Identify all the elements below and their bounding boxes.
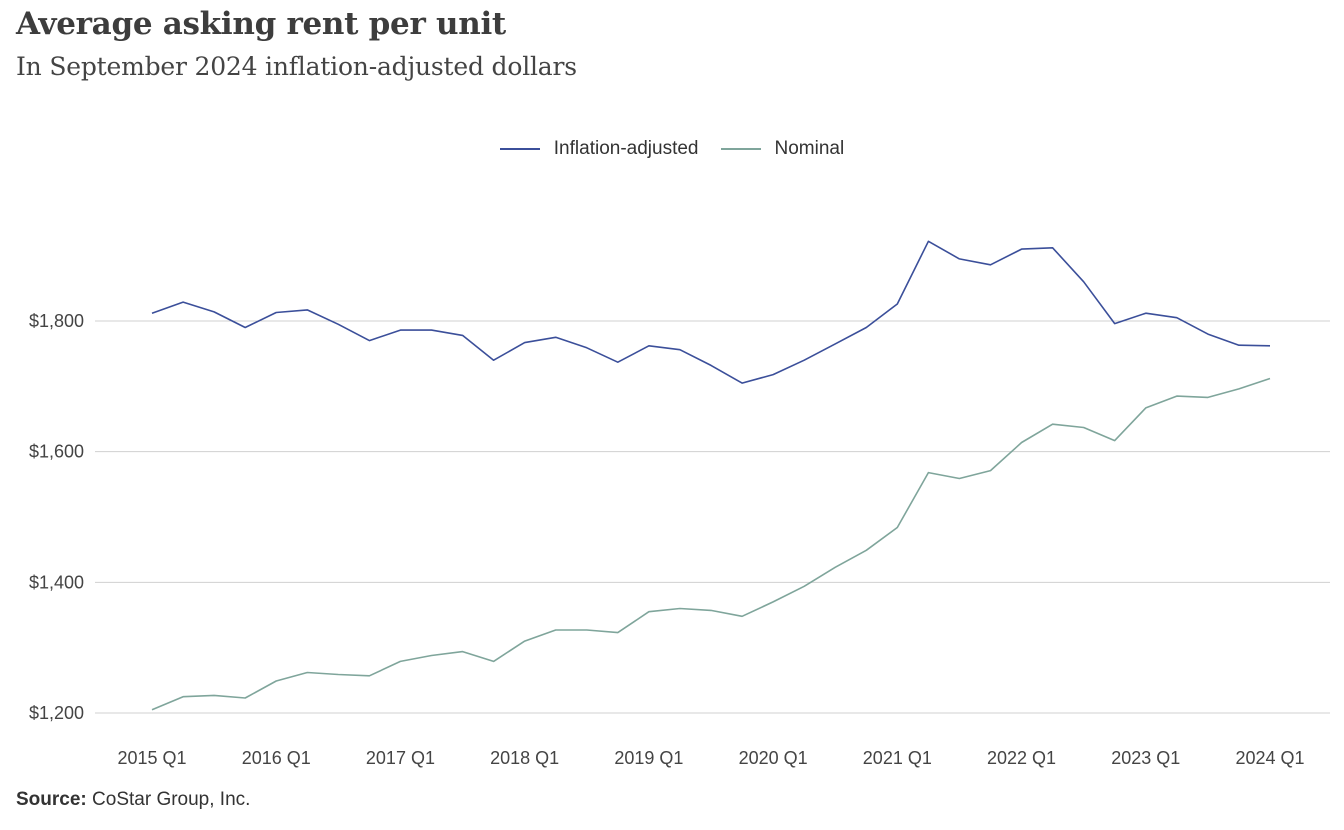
series-line-nominal[interactable] <box>151 377 1271 711</box>
x-tick-label: 2021 Q1 <box>863 748 932 768</box>
source-note: Source: CoStar Group, Inc. <box>16 789 250 811</box>
legend-item-inflation-adjusted[interactable]: Inflation-adjusted <box>499 138 699 160</box>
x-tick-label: 2022 Q1 <box>987 748 1056 768</box>
y-axis-ticks: $1,200 $1,400 $1,600 $1,800 <box>29 311 84 723</box>
chart-legend: Inflation-adjusted Nominal <box>0 138 1344 160</box>
x-tick-label: 2020 Q1 <box>739 748 808 768</box>
source-label: Source: <box>16 789 87 810</box>
y-tick-label: $1,200 <box>29 703 84 723</box>
legend-label-nominal: Nominal <box>774 138 845 159</box>
x-tick-label: 2023 Q1 <box>1111 748 1180 768</box>
legend-swatch-inflation-adjusted <box>499 148 540 150</box>
x-tick-label: 2024 Q1 <box>1235 748 1304 768</box>
chart-title: Average asking rent per unit <box>16 6 506 42</box>
legend-swatch-nominal <box>720 148 761 150</box>
x-tick-label: 2017 Q1 <box>366 748 435 768</box>
series-line-inflation-adjusted[interactable] <box>151 240 1271 384</box>
x-tick-label: 2019 Q1 <box>614 748 683 768</box>
y-tick-label: $1,600 <box>29 442 84 462</box>
y-tick-label: $1,400 <box>29 572 84 592</box>
chart-subtitle: In September 2024 inflation-adjusted dol… <box>16 52 577 81</box>
x-axis-ticks: 2015 Q1 2016 Q1 2017 Q1 2018 Q1 2019 Q1 2020 … <box>117 748 1304 768</box>
x-tick-label: 2018 Q1 <box>490 748 559 768</box>
x-tick-label: 2015 Q1 <box>117 748 186 768</box>
legend-label-inflation-adjusted: Inflation-adjusted <box>553 138 699 159</box>
grid-lines <box>95 320 1330 714</box>
legend-item-nominal[interactable]: Nominal <box>720 138 845 160</box>
y-tick-label: $1,800 <box>29 311 84 331</box>
series-lines <box>151 240 1271 711</box>
x-tick-label: 2016 Q1 <box>242 748 311 768</box>
source-text: CoStar Group, Inc. <box>86 789 251 810</box>
